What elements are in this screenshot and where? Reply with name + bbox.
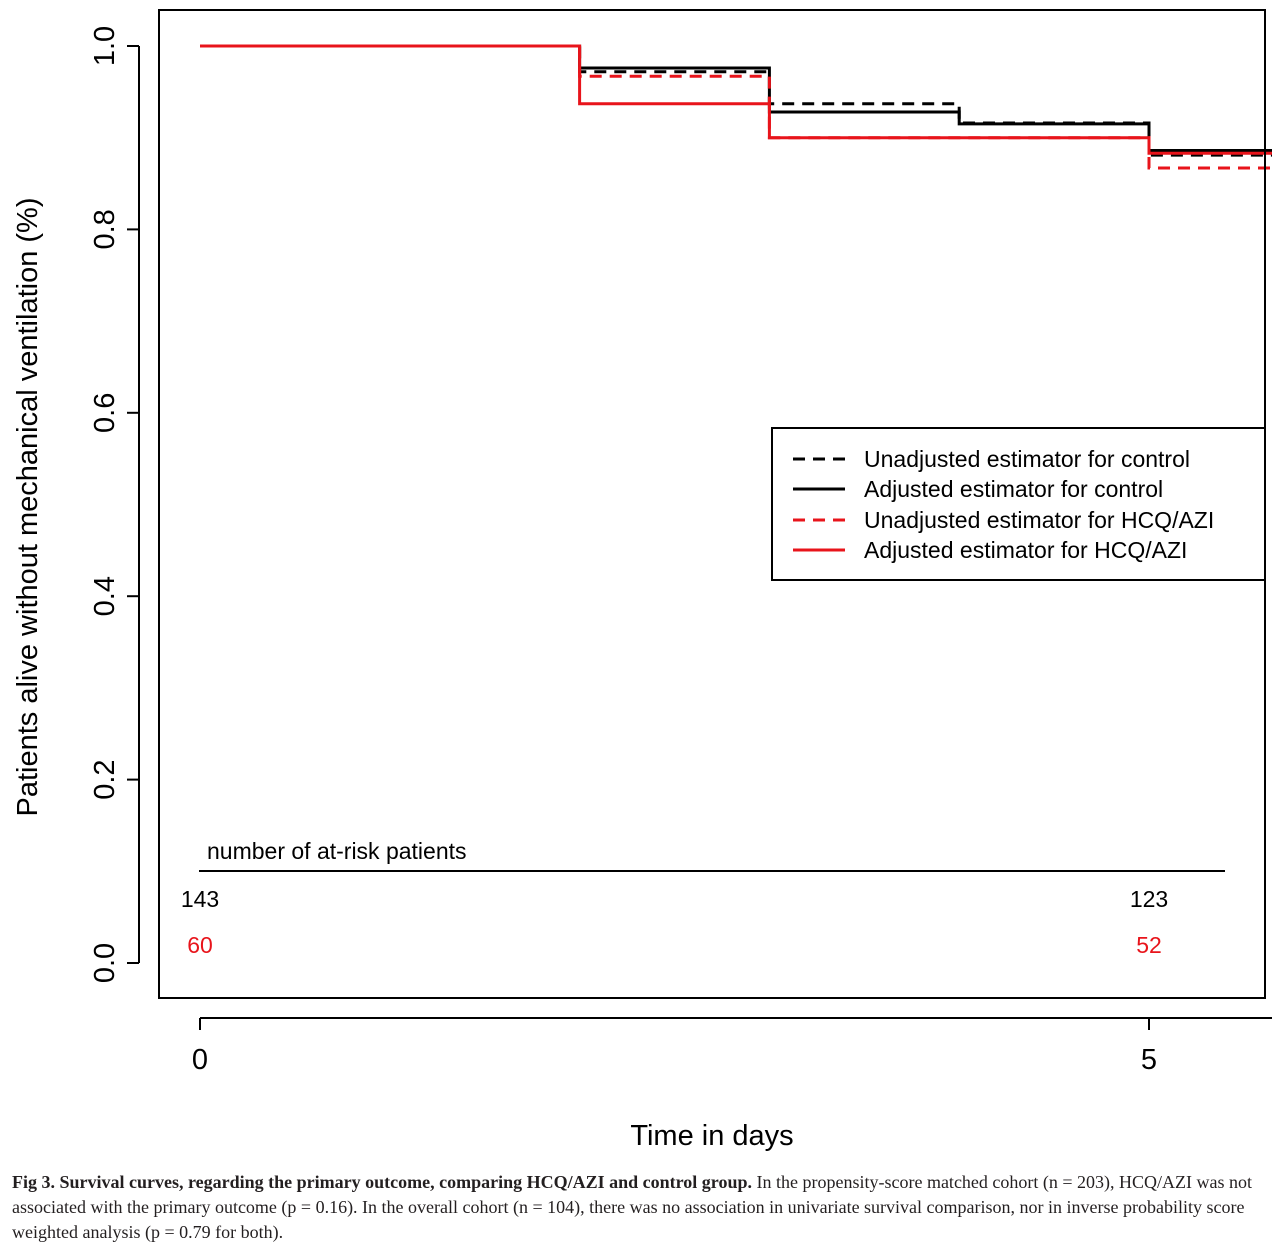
legend: Unadjusted estimator for control Adjusted… [772, 428, 1265, 580]
x-axis-label: Time in days [630, 1120, 793, 1152]
risk-count-hcq-azi: 60 [187, 932, 213, 958]
y-tick-label: 0.8 [89, 209, 121, 249]
series-layer [200, 46, 1272, 199]
y-tick-label: 0.2 [89, 759, 121, 799]
risk-count-control: 143 [181, 886, 219, 912]
y-tick-label: 0.4 [89, 576, 121, 616]
caption-title: Fig 3. Survival curves, regarding the pr… [12, 1172, 752, 1192]
x-tick-label: 5 [1141, 1044, 1157, 1076]
survival-chart: number of at-risk patients14312311611611… [0, 0, 1272, 1160]
series-line-2 [200, 46, 1272, 180]
risk-count-hcq-azi: 52 [1136, 932, 1162, 958]
legend-label: Unadjusted estimator for HCQ/AZI [864, 507, 1214, 533]
at-risk-table: number of at-risk patients14312311611611… [181, 838, 1272, 958]
risk-count-control: 123 [1130, 886, 1168, 912]
y-tick-label: 0.6 [89, 393, 121, 433]
legend-label: Adjusted estimator for HCQ/AZI [864, 537, 1187, 563]
y-tick-label: 1.0 [89, 26, 121, 66]
y-axis: 0.0 0.2 0.4 0.6 0.8 1.0 [89, 26, 139, 983]
y-axis-label: Patients alive without mechanical ventil… [12, 198, 44, 817]
risk-table-title: number of at-risk patients [207, 838, 467, 864]
figure-caption: Fig 3. Survival curves, regarding the pr… [12, 1170, 1260, 1245]
y-tick-label: 0.0 [89, 943, 121, 983]
x-axis: 0510152025 [192, 1018, 1272, 1076]
x-tick-label: 0 [192, 1044, 208, 1076]
legend-label: Adjusted estimator for control [864, 476, 1163, 502]
legend-label: Unadjusted estimator for control [864, 446, 1190, 472]
